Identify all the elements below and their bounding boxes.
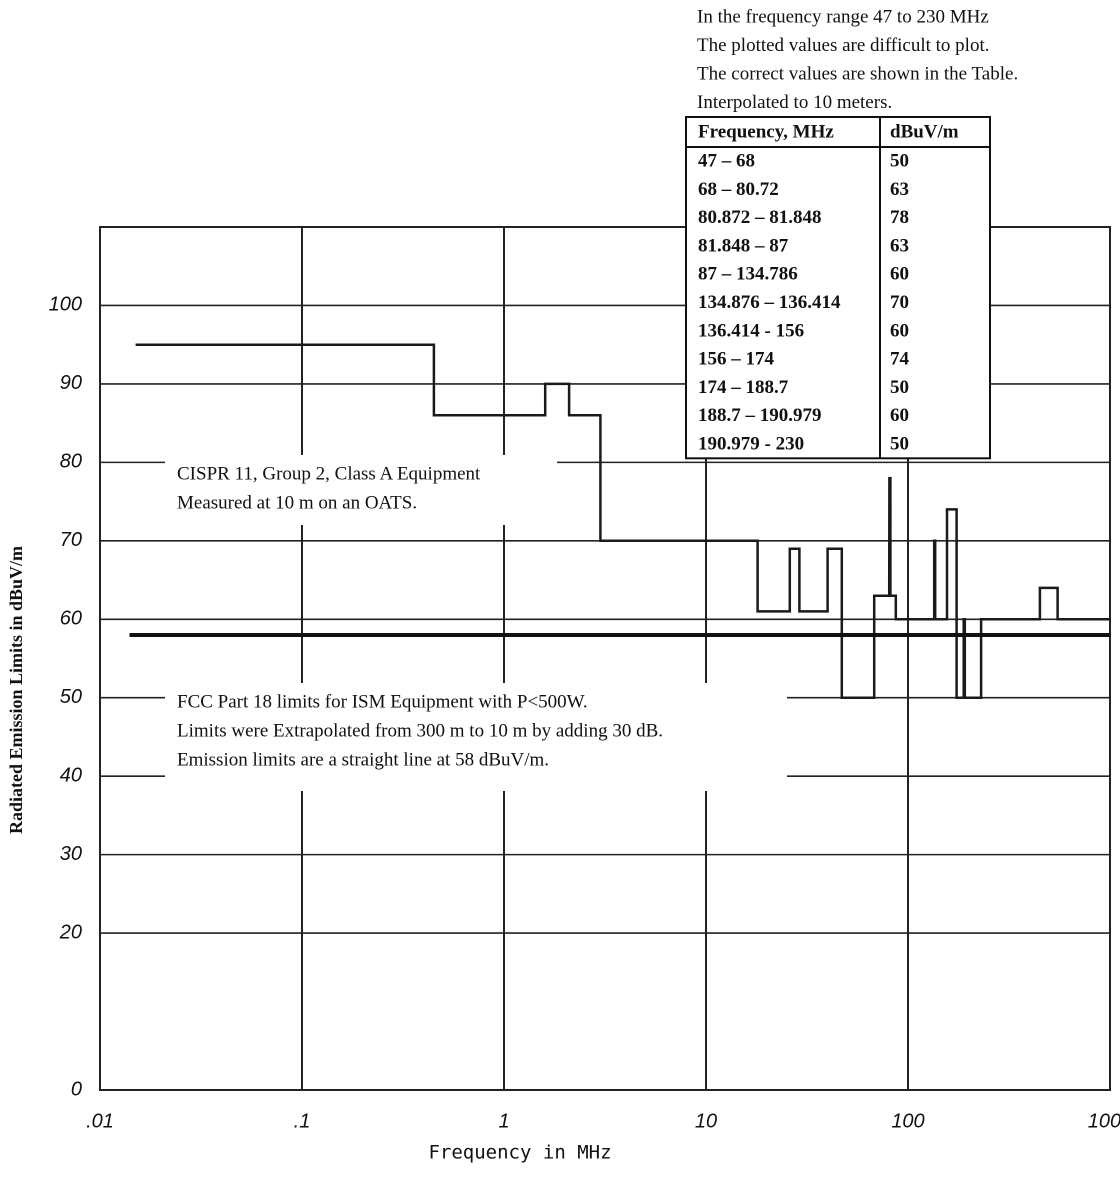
table-cell: 134.876 – 136.414 <box>698 292 841 313</box>
table-cell: 68 – 80.72 <box>698 179 779 200</box>
table-cell: 188.7 – 190.979 <box>698 405 822 426</box>
table-cell: 63 <box>890 179 909 200</box>
table-cell: 60 <box>890 320 909 341</box>
x-tick-label: .1 <box>294 1110 311 1132</box>
y-tick-label: 30 <box>60 843 82 865</box>
x-tick-label: .01 <box>86 1110 114 1132</box>
table-cell: 80.872 – 81.848 <box>698 207 822 228</box>
y-tick-label: 60 <box>60 608 82 630</box>
y-tick-label: 50 <box>60 686 82 708</box>
limit-line <box>135 343 1110 699</box>
table-note: The plotted values are difficult to plot… <box>697 35 990 56</box>
table-cell: 87 – 134.786 <box>698 264 798 285</box>
y-axis-label: Radiated Emission Limits in dBuV/m <box>6 546 26 834</box>
x-axis-label: Frequency in MHz <box>428 1142 611 1164</box>
table-cell: 50 <box>890 434 909 455</box>
annotation-text: Emission limits are a straight line at 5… <box>177 749 549 770</box>
annotation-text: Measured at 10 m on an OATS. <box>177 492 417 513</box>
annotation-box <box>165 455 557 525</box>
table-cell: 70 <box>890 292 909 313</box>
table-header: Frequency, MHz <box>698 121 834 142</box>
annotation-text: FCC Part 18 limits for ISM Equipment wit… <box>177 691 588 712</box>
table-cell: 47 – 68 <box>698 151 755 172</box>
x-tick-label: 100 <box>891 1110 924 1132</box>
y-tick-label: 100 <box>49 294 82 316</box>
table-note: Interpolated to 10 meters. <box>697 92 892 113</box>
y-tick-label: 0 <box>71 1078 82 1100</box>
table-cell: 156 – 174 <box>698 349 775 370</box>
table-cell: 60 <box>890 405 909 426</box>
table-cell: 81.848 – 87 <box>698 235 789 256</box>
y-tick-label: 20 <box>59 921 82 943</box>
table-cell: 60 <box>890 264 909 285</box>
x-tick-label: 1000 <box>1088 1110 1120 1132</box>
table-bg <box>685 116 991 460</box>
table-cell: 190.979 - 230 <box>698 434 804 455</box>
table-cell: 50 <box>890 151 909 172</box>
x-tick-label: 1 <box>498 1110 509 1132</box>
annotation-box <box>165 683 787 791</box>
annotation-text: Limits were Extrapolated from 300 m to 1… <box>177 720 663 741</box>
y-tick-label: 90 <box>60 372 82 394</box>
table-cell: 78 <box>890 207 909 228</box>
y-tick-label: 70 <box>60 529 82 551</box>
annotation-text: CISPR 11, Group 2, Class A Equipment <box>177 463 481 484</box>
x-tick-label: 10 <box>695 1110 717 1132</box>
table-cell: 50 <box>890 377 909 398</box>
y-tick-label: 40 <box>60 764 82 786</box>
table-note: The correct values are shown in the Tabl… <box>697 63 1018 84</box>
table-note: In the frequency range 47 to 230 MHz <box>697 6 989 27</box>
table-header: dBuV/m <box>890 121 959 142</box>
y-tick-label: 80 <box>60 451 82 473</box>
table-cell: 136.414 - 156 <box>698 320 804 341</box>
table-cell: 174 – 188.7 <box>698 377 789 398</box>
table-cell: 74 <box>890 349 910 370</box>
table-cell: 63 <box>890 235 909 256</box>
